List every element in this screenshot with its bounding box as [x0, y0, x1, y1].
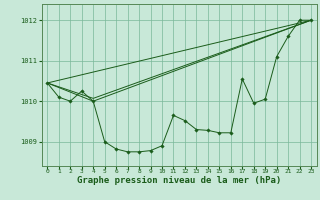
- X-axis label: Graphe pression niveau de la mer (hPa): Graphe pression niveau de la mer (hPa): [77, 176, 281, 185]
